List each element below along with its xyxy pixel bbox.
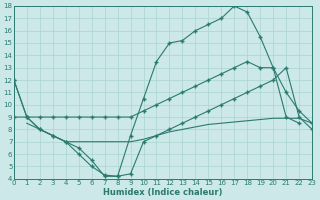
X-axis label: Humidex (Indice chaleur): Humidex (Indice chaleur) bbox=[103, 188, 223, 197]
